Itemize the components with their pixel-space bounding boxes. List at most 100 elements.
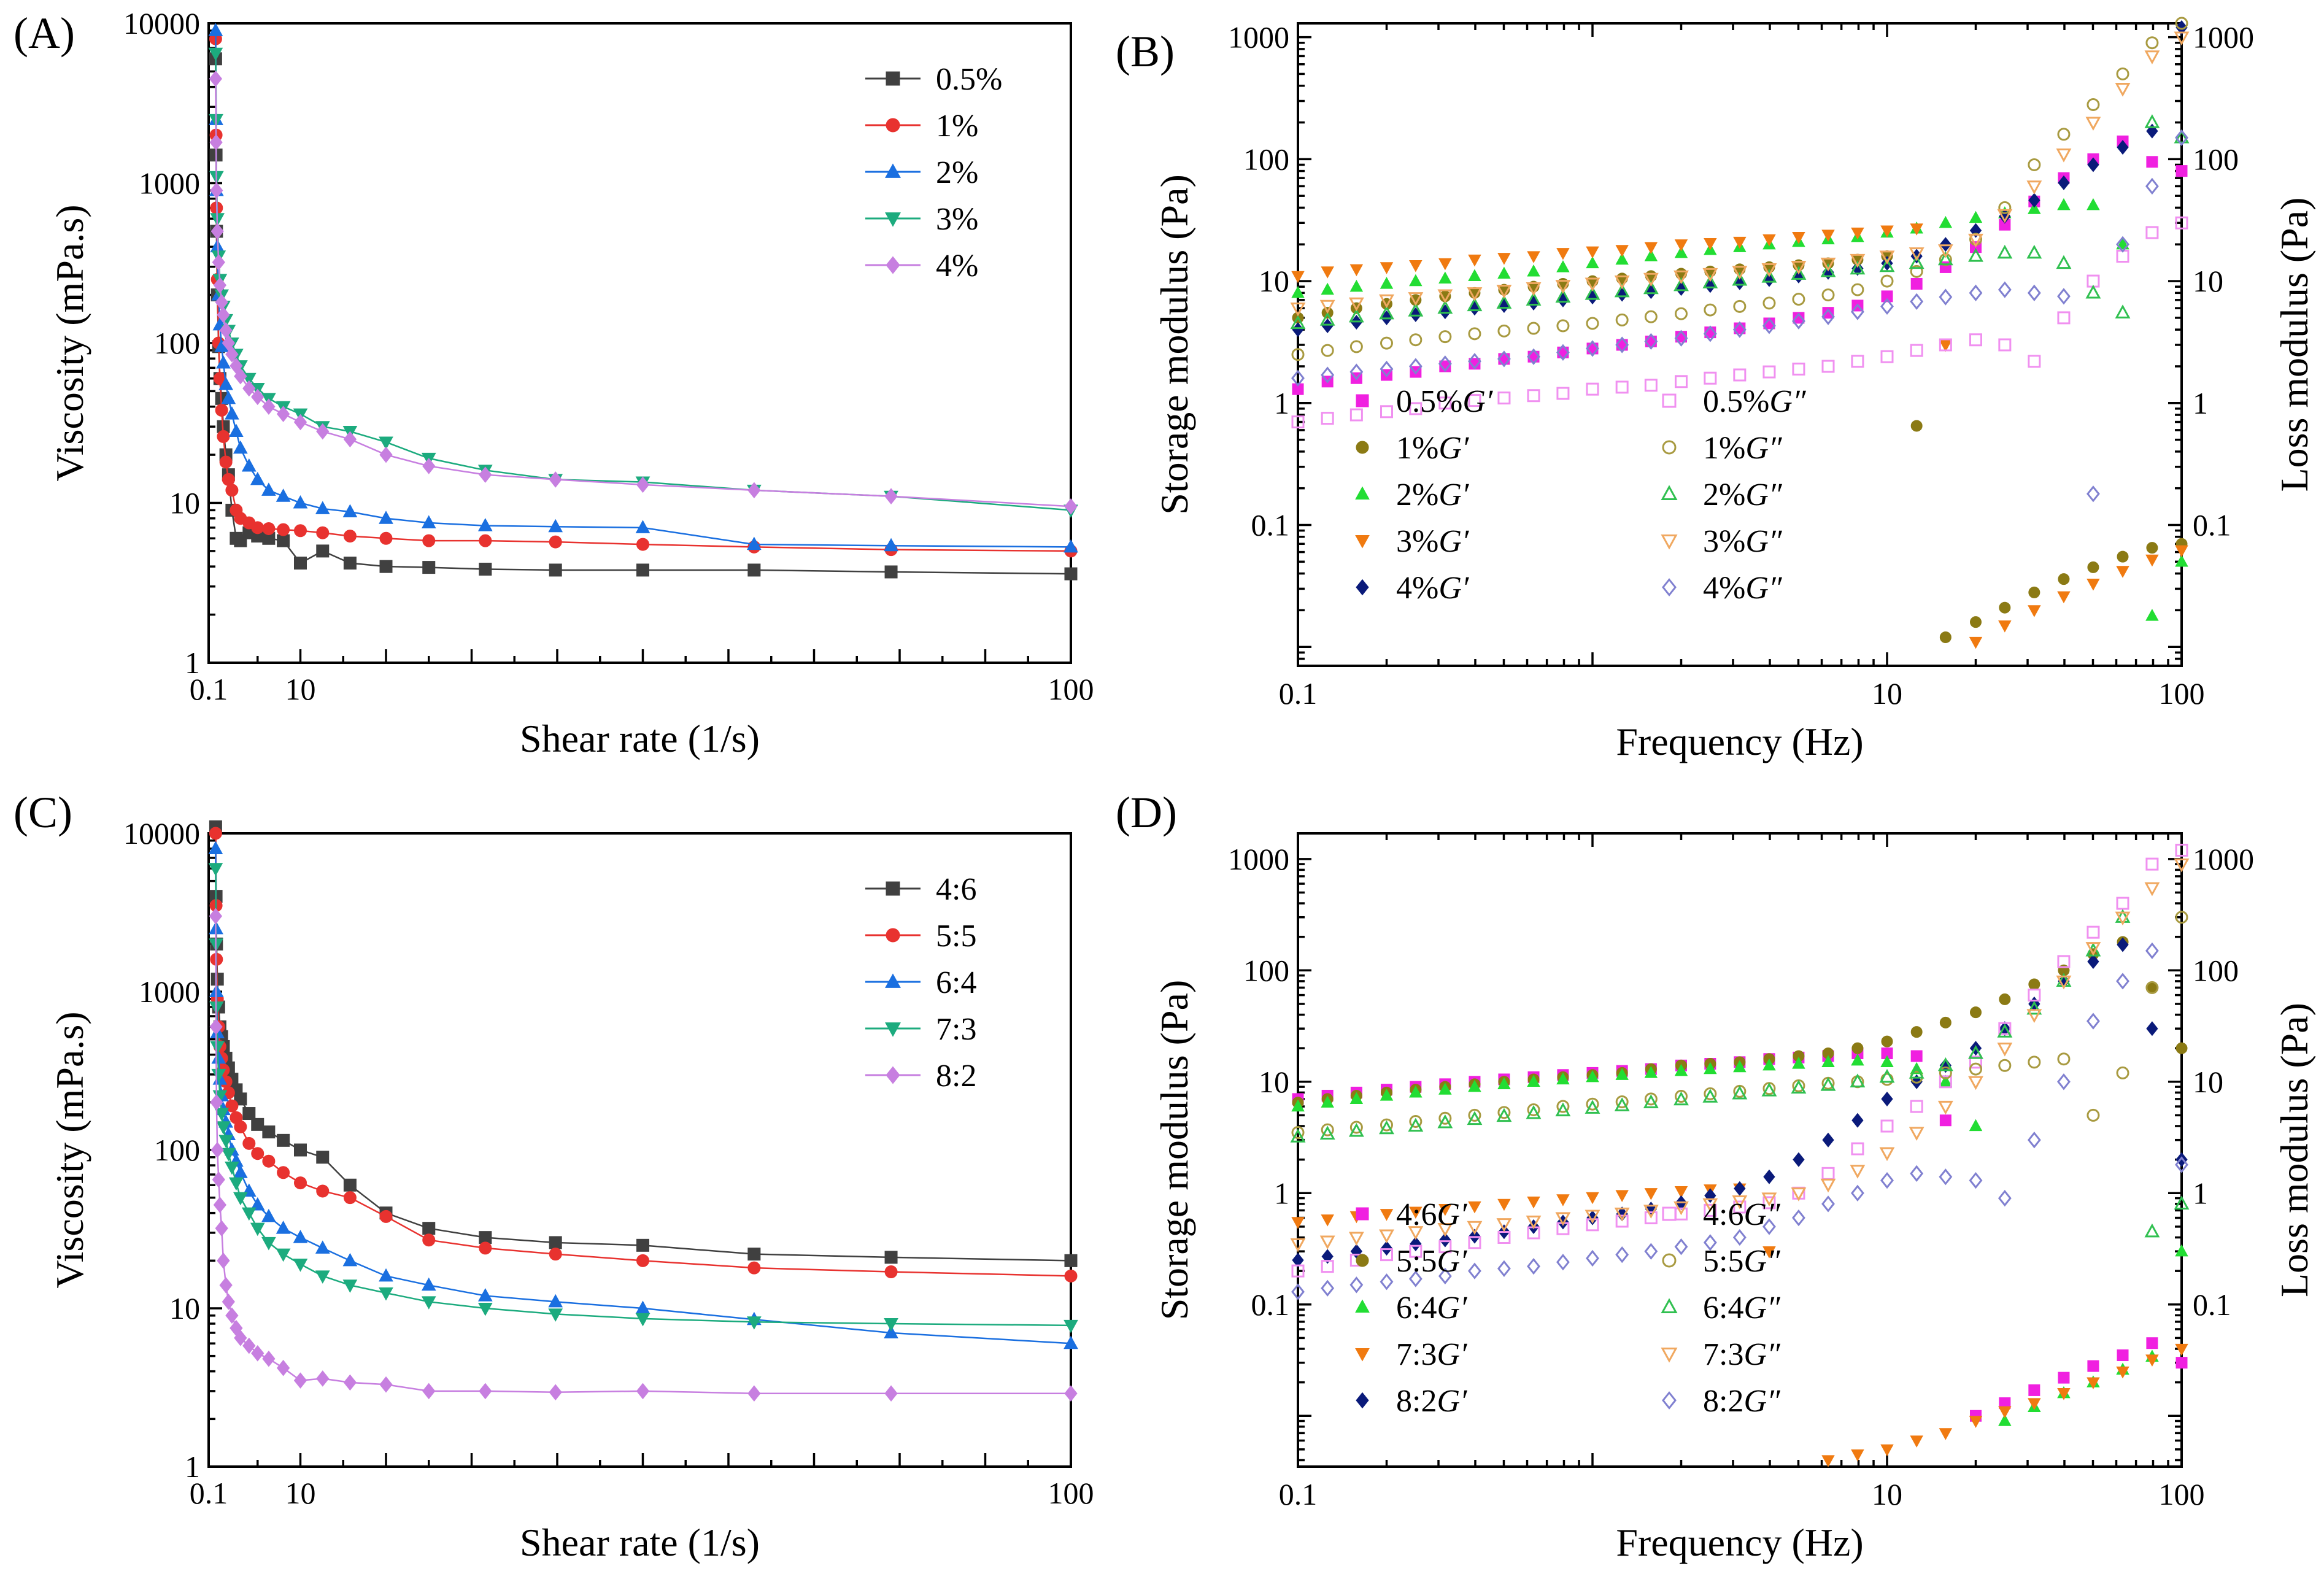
data-point xyxy=(1879,250,1895,264)
y-tick-label-right: 100 xyxy=(2193,953,2239,987)
data-point xyxy=(379,436,393,450)
legend-label: 6:4 xyxy=(936,965,976,1000)
legend-label: 6:4G′ xyxy=(1396,1291,1468,1325)
data-point xyxy=(1762,1218,1776,1235)
chart-a-viscosity: 1 10 100 1000 10000 0.1 10 100 Shear rate (1/s) V… xyxy=(48,6,1094,760)
legend-marker xyxy=(1356,394,1369,407)
data-point xyxy=(2175,554,2188,567)
data-point xyxy=(1643,1094,1659,1108)
data-point xyxy=(1290,315,1306,330)
data-point xyxy=(1937,1057,1953,1071)
data-point xyxy=(1880,274,1894,288)
series-0.5%-G-double-prime xyxy=(1291,216,2188,429)
data-point xyxy=(1997,244,2013,259)
data-point xyxy=(1437,1114,1453,1129)
data-point xyxy=(1527,295,1540,311)
data-point xyxy=(1497,266,1511,279)
data-point xyxy=(1291,415,1305,429)
legend-label-prefix: 7:3 xyxy=(1396,1337,1437,1372)
data-point xyxy=(1968,248,1983,262)
data-point xyxy=(219,322,233,339)
data-point xyxy=(1586,1218,1599,1232)
data-point xyxy=(2056,255,2072,269)
data-point xyxy=(1468,254,1481,267)
data-point xyxy=(2116,973,2129,990)
data-point xyxy=(1792,232,1805,244)
data-point xyxy=(250,471,265,485)
data-point xyxy=(1937,1100,1953,1115)
data-point xyxy=(1733,368,1747,382)
data-point xyxy=(1438,355,1452,372)
data-point xyxy=(1380,405,1393,419)
data-point xyxy=(1438,396,1452,410)
data-point xyxy=(1349,1276,1364,1294)
data-point xyxy=(1409,1206,1423,1219)
legend-marker xyxy=(1355,1348,1370,1362)
data-point xyxy=(1349,1121,1363,1134)
legend-label-prefix: 8:2 xyxy=(1703,1384,1743,1419)
data-point xyxy=(343,1191,357,1205)
data-point xyxy=(548,1308,563,1322)
data-point xyxy=(1408,358,1423,375)
data-point xyxy=(2117,550,2129,563)
data-point xyxy=(212,254,225,271)
data-point xyxy=(1380,336,1393,350)
data-point xyxy=(1527,389,1540,403)
legend-label: 2% xyxy=(936,155,978,190)
y-tick-label-left: 10 xyxy=(1259,264,1289,298)
data-point xyxy=(1527,348,1540,365)
data-point xyxy=(1850,1184,1864,1202)
legend-marker xyxy=(885,1022,901,1037)
legend-label-suffix: G′ xyxy=(1437,1244,1468,1279)
data-point xyxy=(1645,335,1657,347)
legend-label: 5:5G′ xyxy=(1396,1244,1468,1279)
data-point xyxy=(2056,148,2072,163)
data-point xyxy=(2174,1195,2190,1210)
legend-label: 4:6G″ xyxy=(1703,1197,1781,1232)
data-point xyxy=(234,1092,247,1106)
data-point xyxy=(209,71,223,87)
data-point xyxy=(2144,50,2160,64)
data-point xyxy=(1348,1122,1364,1137)
data-point xyxy=(1615,336,1629,353)
data-point xyxy=(477,518,493,531)
data-point xyxy=(2175,545,2188,558)
data-point xyxy=(421,1277,436,1291)
legend-marker xyxy=(1661,1348,1678,1363)
data-point xyxy=(1408,1270,1423,1287)
y-tick-label-left: 1000 xyxy=(1228,20,1289,55)
data-point xyxy=(1438,330,1452,344)
data-point xyxy=(1821,288,1835,302)
data-point xyxy=(1643,272,1659,287)
data-point xyxy=(2146,1337,2158,1349)
legend-label: 2%G′ xyxy=(1396,477,1470,512)
legend-label-suffix: G′ xyxy=(1437,1197,1468,1232)
data-point xyxy=(2087,925,2100,939)
data-point xyxy=(479,466,492,483)
data-point xyxy=(1644,379,1658,392)
data-point xyxy=(1910,223,1923,236)
legend-label-suffix: G′ xyxy=(1437,1291,1468,1325)
data-point xyxy=(1792,362,1805,376)
legend-label-suffix: G′ xyxy=(1437,1384,1468,1419)
data-point xyxy=(1850,253,1866,268)
data-point xyxy=(215,403,228,417)
data-point xyxy=(1969,616,1982,628)
data-point xyxy=(1644,242,1658,255)
data-point xyxy=(1674,375,1688,388)
data-point xyxy=(294,1143,307,1157)
y-tick-label-left: 1000 xyxy=(1228,842,1289,876)
data-point xyxy=(1999,993,2011,1005)
legend-marker xyxy=(1662,1206,1677,1221)
data-point xyxy=(261,1208,276,1222)
data-point xyxy=(1586,342,1599,355)
data-point xyxy=(222,1294,235,1310)
data-point xyxy=(2174,129,2190,144)
legend-marker xyxy=(885,973,901,988)
data-point xyxy=(1468,353,1481,370)
legend-label: 3% xyxy=(936,202,978,237)
data-point xyxy=(261,482,276,496)
data-point xyxy=(635,1313,650,1327)
data-point xyxy=(422,1383,436,1400)
